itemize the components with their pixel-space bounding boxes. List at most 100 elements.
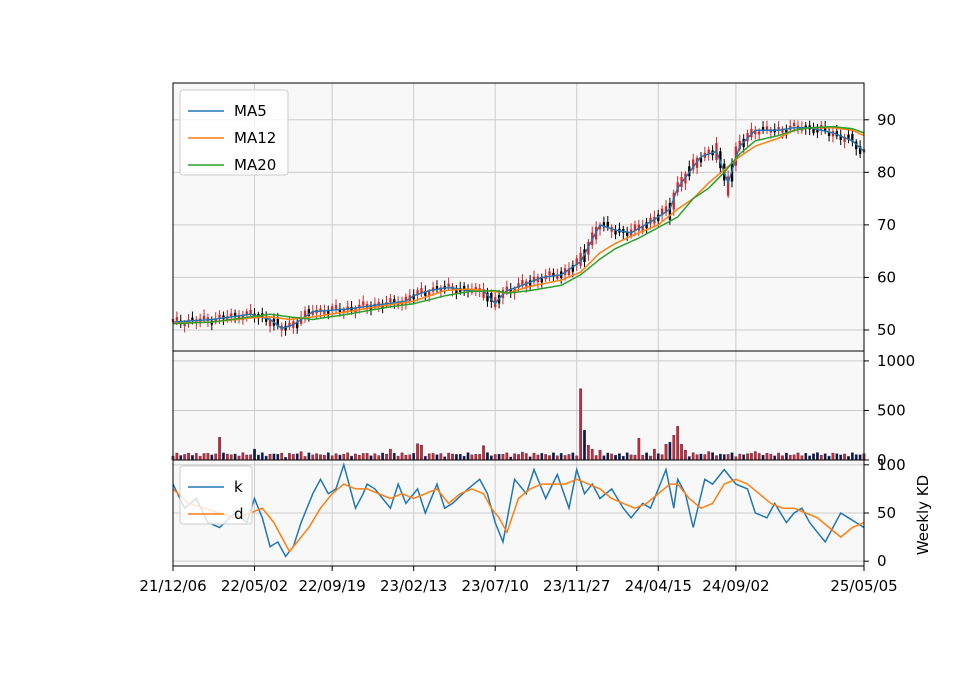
volume-bar [567, 454, 571, 461]
volume-bar [462, 456, 466, 461]
volume-bar [198, 455, 202, 461]
candle-body [296, 321, 299, 329]
candle-body [342, 309, 345, 313]
volume-bar [319, 454, 322, 461]
volume-bar [218, 437, 221, 461]
volume-bar [330, 455, 334, 461]
volume-bar [734, 456, 738, 461]
candle-body [462, 285, 466, 290]
candle-body [602, 222, 606, 228]
candle-body [726, 176, 730, 196]
price-y-tick-label: 90 [877, 111, 896, 129]
volume-bar [455, 454, 458, 461]
volume-bar [521, 451, 524, 461]
volume-bar [431, 453, 435, 461]
volume-bar [656, 453, 660, 461]
candle-body [505, 286, 509, 292]
volume-bar [505, 452, 509, 461]
candle-body [843, 136, 846, 142]
volume-bar [183, 454, 187, 461]
candle-body [416, 290, 419, 296]
kd-y-tick-label: 100 [877, 456, 906, 474]
volume-bar [326, 452, 330, 461]
ma-line-ma12 [173, 126, 865, 324]
volume-bar [536, 454, 540, 461]
candle-body [311, 311, 314, 315]
x-tick-label: 21/12/06 [139, 577, 206, 595]
candle-body [330, 306, 334, 310]
volume-bar [552, 452, 555, 461]
volume-bar [653, 448, 656, 461]
candle-body [358, 304, 361, 309]
candle-body [598, 224, 602, 230]
candle-body [532, 276, 536, 282]
kd-y-axis-label: Weekly KD [914, 475, 932, 555]
candle-body [855, 141, 858, 150]
candle-body [672, 192, 675, 210]
volume-bar [369, 455, 373, 461]
candle-body [214, 318, 217, 323]
volume-bar [583, 430, 586, 461]
volume-y-tick-label: 500 [877, 401, 906, 419]
volume-bar [497, 454, 501, 461]
volume-bar [695, 454, 699, 461]
volume-bar [532, 452, 536, 461]
volume-bar [621, 455, 625, 461]
candle-body [858, 146, 862, 154]
x-tick-label: 24/04/15 [625, 577, 692, 595]
candle-body [571, 265, 575, 272]
candle-body [509, 288, 512, 294]
volume-bar [649, 455, 652, 461]
candle-body [268, 319, 272, 327]
volume-bar [548, 455, 551, 461]
volume-bar [354, 453, 357, 461]
volume-bar [719, 453, 722, 461]
volume-bar [517, 454, 520, 461]
volume-bar [858, 454, 862, 461]
candle-body [575, 258, 578, 265]
volume-bar [699, 453, 703, 461]
kd-y-tick-label: 0 [877, 552, 887, 570]
kd-legend-label: k [234, 478, 243, 496]
volume-bar [346, 452, 350, 461]
volume-bar [400, 452, 404, 461]
candle-body [660, 208, 664, 216]
volume-bar [280, 452, 284, 461]
volume-bar [202, 453, 206, 461]
volume-bar [761, 454, 765, 461]
volume-bar [544, 454, 548, 461]
volume-bar [637, 438, 641, 461]
candle-body [641, 225, 644, 232]
candle-body [435, 286, 439, 291]
volume-bar [823, 453, 827, 461]
volume-bar [237, 455, 241, 461]
volume-bar [210, 454, 214, 461]
candle-body [851, 134, 854, 142]
candle-body [847, 134, 850, 140]
candle-body [579, 252, 582, 266]
candle-body [552, 272, 555, 277]
volume-bar [427, 453, 431, 461]
volume-bar [303, 456, 307, 461]
volume-bar [451, 453, 454, 461]
candle-body [218, 314, 221, 319]
volume-bar [703, 454, 707, 461]
volume-bar [214, 453, 218, 461]
volume-bar [334, 453, 338, 461]
volume-bar [404, 454, 408, 461]
volume-bar [423, 456, 427, 461]
candle-body [428, 291, 431, 296]
candle-body [265, 317, 268, 322]
volume-bar [831, 452, 835, 461]
volume-bar [629, 454, 633, 461]
candle-body [633, 224, 637, 231]
volume-bar [381, 452, 384, 461]
candle-body [707, 149, 710, 155]
volume-bar [711, 452, 714, 461]
kd-line-k [172, 462, 865, 558]
volume-y-tick-label: 0 [877, 451, 887, 469]
volume-bar [555, 455, 559, 461]
volume-bar [847, 456, 850, 461]
candle-body [777, 127, 780, 132]
